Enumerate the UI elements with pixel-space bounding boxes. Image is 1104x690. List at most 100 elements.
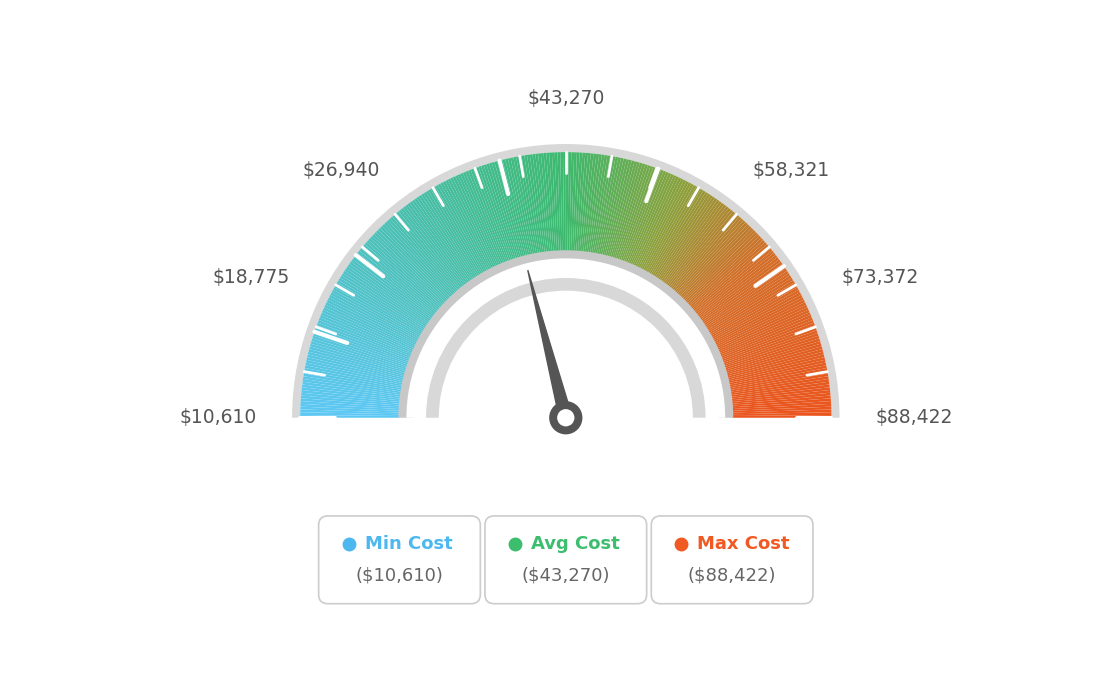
Wedge shape xyxy=(650,189,703,275)
Wedge shape xyxy=(438,184,487,272)
Wedge shape xyxy=(315,328,410,363)
Wedge shape xyxy=(470,169,508,262)
Wedge shape xyxy=(638,179,683,269)
Wedge shape xyxy=(669,210,733,288)
Wedge shape xyxy=(723,331,818,365)
Wedge shape xyxy=(302,379,401,395)
Wedge shape xyxy=(659,198,718,282)
Wedge shape xyxy=(530,154,545,253)
Wedge shape xyxy=(677,220,745,295)
Wedge shape xyxy=(396,211,461,290)
Wedge shape xyxy=(712,293,802,341)
Wedge shape xyxy=(645,184,693,272)
Wedge shape xyxy=(601,158,624,255)
Wedge shape xyxy=(552,152,559,252)
Wedge shape xyxy=(337,280,424,333)
Wedge shape xyxy=(316,325,410,362)
Wedge shape xyxy=(351,259,433,320)
Wedge shape xyxy=(443,181,490,270)
Wedge shape xyxy=(307,357,404,382)
Wedge shape xyxy=(524,155,541,253)
Wedge shape xyxy=(583,154,596,253)
Wedge shape xyxy=(725,341,821,371)
Wedge shape xyxy=(686,234,760,304)
Wedge shape xyxy=(508,158,531,255)
Wedge shape xyxy=(301,390,401,402)
Wedge shape xyxy=(301,384,401,399)
Wedge shape xyxy=(709,282,796,335)
Wedge shape xyxy=(448,179,493,269)
Wedge shape xyxy=(602,159,626,256)
Wedge shape xyxy=(455,175,498,266)
Wedge shape xyxy=(708,280,795,333)
Wedge shape xyxy=(576,152,585,252)
Text: Avg Cost: Avg Cost xyxy=(531,535,620,553)
Wedge shape xyxy=(721,322,815,359)
Wedge shape xyxy=(401,208,464,288)
Wedge shape xyxy=(707,275,792,330)
Wedge shape xyxy=(310,341,406,371)
Wedge shape xyxy=(304,373,402,392)
Wedge shape xyxy=(378,228,449,300)
Text: ($88,422): ($88,422) xyxy=(688,567,776,585)
Wedge shape xyxy=(718,310,809,352)
Wedge shape xyxy=(731,387,830,400)
Wedge shape xyxy=(497,161,524,257)
Wedge shape xyxy=(712,290,800,339)
Text: ($10,610): ($10,610) xyxy=(355,567,444,585)
Wedge shape xyxy=(624,169,661,262)
Wedge shape xyxy=(410,201,469,283)
Wedge shape xyxy=(628,172,669,264)
Wedge shape xyxy=(694,248,773,313)
Wedge shape xyxy=(349,262,432,322)
Wedge shape xyxy=(495,161,523,257)
Wedge shape xyxy=(306,362,403,385)
Circle shape xyxy=(549,401,583,435)
Wedge shape xyxy=(597,157,618,255)
Wedge shape xyxy=(732,401,831,409)
Wedge shape xyxy=(643,182,691,271)
FancyBboxPatch shape xyxy=(319,516,480,604)
Wedge shape xyxy=(506,159,530,256)
Wedge shape xyxy=(484,164,516,259)
Wedge shape xyxy=(478,166,512,261)
Wedge shape xyxy=(726,352,824,378)
Wedge shape xyxy=(594,156,613,254)
Wedge shape xyxy=(620,167,656,262)
Wedge shape xyxy=(598,157,622,255)
Wedge shape xyxy=(341,273,426,328)
Polygon shape xyxy=(528,270,572,420)
Wedge shape xyxy=(399,210,463,288)
Wedge shape xyxy=(306,359,403,383)
Wedge shape xyxy=(731,384,830,399)
Wedge shape xyxy=(662,201,722,283)
Wedge shape xyxy=(649,188,701,275)
Wedge shape xyxy=(667,206,729,286)
Wedge shape xyxy=(304,371,402,390)
Wedge shape xyxy=(339,278,424,332)
Wedge shape xyxy=(731,393,830,404)
Wedge shape xyxy=(705,273,790,328)
Wedge shape xyxy=(660,199,720,282)
Wedge shape xyxy=(732,409,831,414)
Wedge shape xyxy=(453,176,497,267)
Wedge shape xyxy=(729,359,826,383)
Wedge shape xyxy=(428,189,481,275)
Wedge shape xyxy=(300,412,400,416)
Wedge shape xyxy=(719,315,811,355)
Wedge shape xyxy=(532,154,546,253)
Text: $18,775: $18,775 xyxy=(213,268,290,287)
Wedge shape xyxy=(582,153,594,253)
Wedge shape xyxy=(696,250,774,315)
Wedge shape xyxy=(335,285,422,336)
Wedge shape xyxy=(352,257,434,319)
Wedge shape xyxy=(588,155,605,253)
Wedge shape xyxy=(724,335,819,368)
Wedge shape xyxy=(326,302,416,347)
Wedge shape xyxy=(424,192,478,277)
Wedge shape xyxy=(664,203,724,284)
Wedge shape xyxy=(670,211,735,290)
Wedge shape xyxy=(639,180,687,270)
Wedge shape xyxy=(699,259,781,320)
Wedge shape xyxy=(732,406,831,413)
